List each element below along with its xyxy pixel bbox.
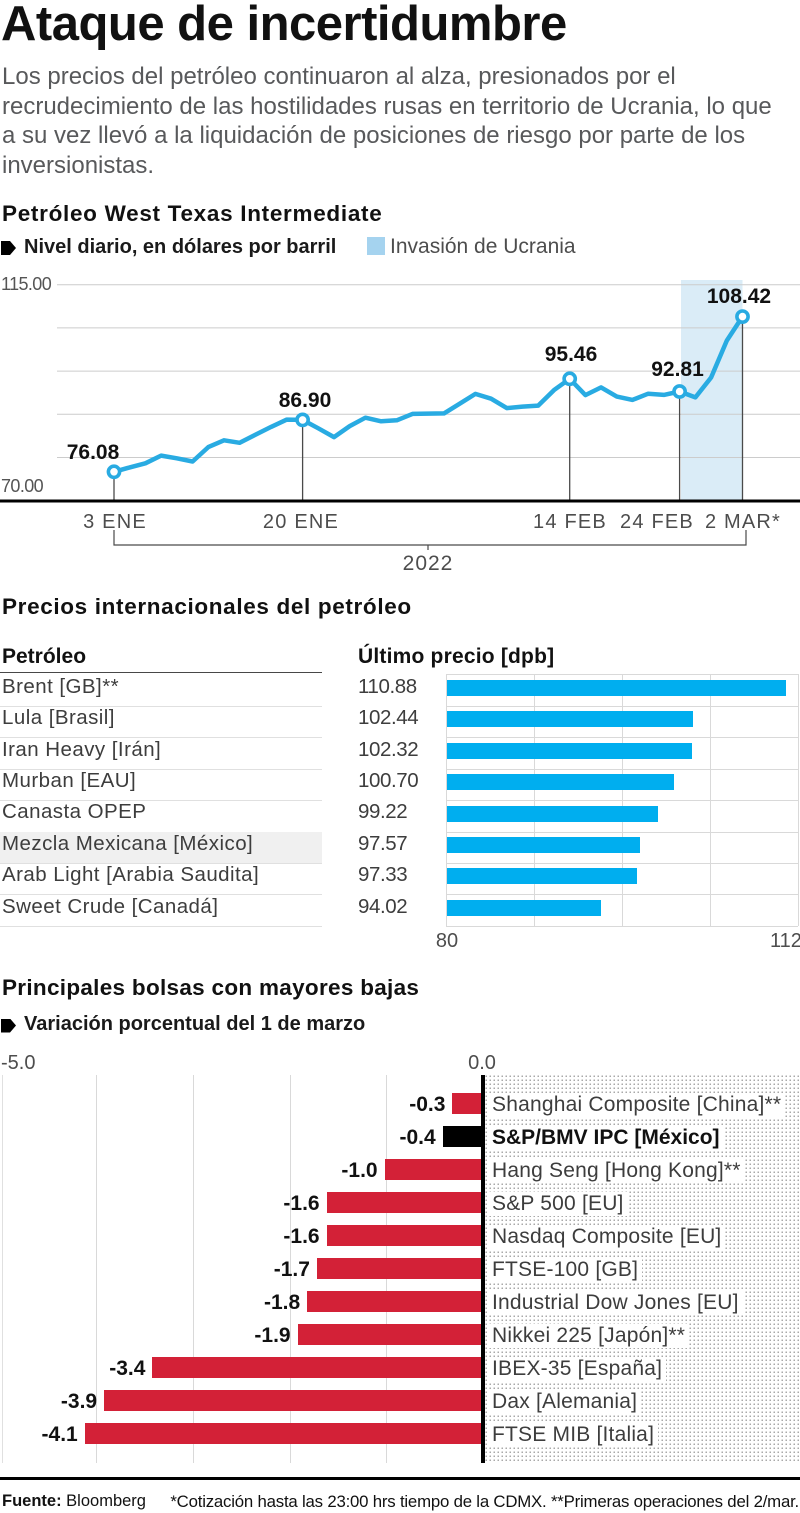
svg-text:14 FEB: 14 FEB: [533, 511, 607, 533]
svg-text:76.08: 76.08: [67, 441, 120, 464]
svg-text:115.00: 115.00: [1, 274, 52, 294]
svg-text:70.00: 70.00: [1, 476, 44, 496]
svg-text:86.90: 86.90: [279, 389, 332, 412]
svg-text:20 ENE: 20 ENE: [263, 511, 339, 533]
svg-text:92.81: 92.81: [651, 358, 704, 381]
svg-text:2022: 2022: [403, 552, 454, 575]
svg-text:95.46: 95.46: [545, 343, 598, 366]
svg-text:2 MAR*: 2 MAR*: [705, 511, 781, 533]
svg-text:24 FEB: 24 FEB: [620, 511, 694, 533]
svg-text:108.42: 108.42: [707, 285, 771, 308]
svg-text:3 ENE: 3 ENE: [83, 511, 147, 533]
